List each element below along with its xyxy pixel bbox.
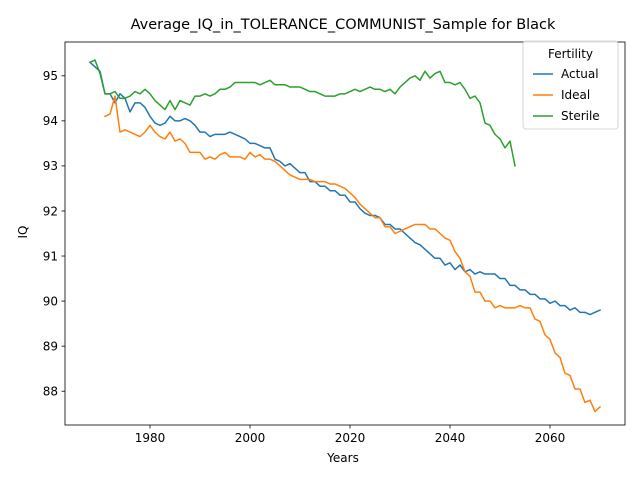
y-tick-label: 95: [43, 69, 58, 83]
legend-label-ideal: Ideal: [561, 88, 590, 102]
series-line-sterile: [89, 59, 516, 167]
x-tick-label: 2060: [535, 431, 566, 445]
x-tick-label: 2000: [235, 431, 266, 445]
y-tick-label: 89: [43, 339, 58, 353]
legend-label-actual: Actual: [561, 67, 599, 81]
series-layer: [88, 59, 602, 413]
series-line-actual: [88, 61, 601, 316]
legend-label-sterile: Sterile: [561, 109, 600, 123]
plot-frame: [64, 41, 626, 426]
legend-title: Fertility: [548, 47, 593, 61]
x-tick-label: 2020: [335, 431, 366, 445]
y-tick-label: 92: [43, 204, 58, 218]
x-tick-label: 2040: [435, 431, 466, 445]
chart-title: Average_IQ_in_TOLERANCE_COMMUNIST_Sample…: [131, 17, 556, 33]
legend: Fertility Actual Ideal Sterile: [522, 40, 619, 130]
x-tick-label: 1980: [135, 431, 166, 445]
y-tick-label: 90: [43, 294, 58, 308]
legend-box: [522, 40, 619, 130]
y-tick-label: 88: [43, 385, 58, 399]
axes-layer: 1980 2000 2020 2040 2060 88 89 90 91 92 93 94 95: [43, 41, 626, 445]
y-tick-label: 94: [43, 114, 58, 128]
series-line-ideal: [104, 95, 602, 413]
y-tick-label: 91: [43, 249, 58, 263]
y-tick-label: 93: [43, 159, 58, 173]
x-axis-label: Years: [326, 451, 359, 465]
y-axis-label: IQ: [16, 226, 30, 239]
